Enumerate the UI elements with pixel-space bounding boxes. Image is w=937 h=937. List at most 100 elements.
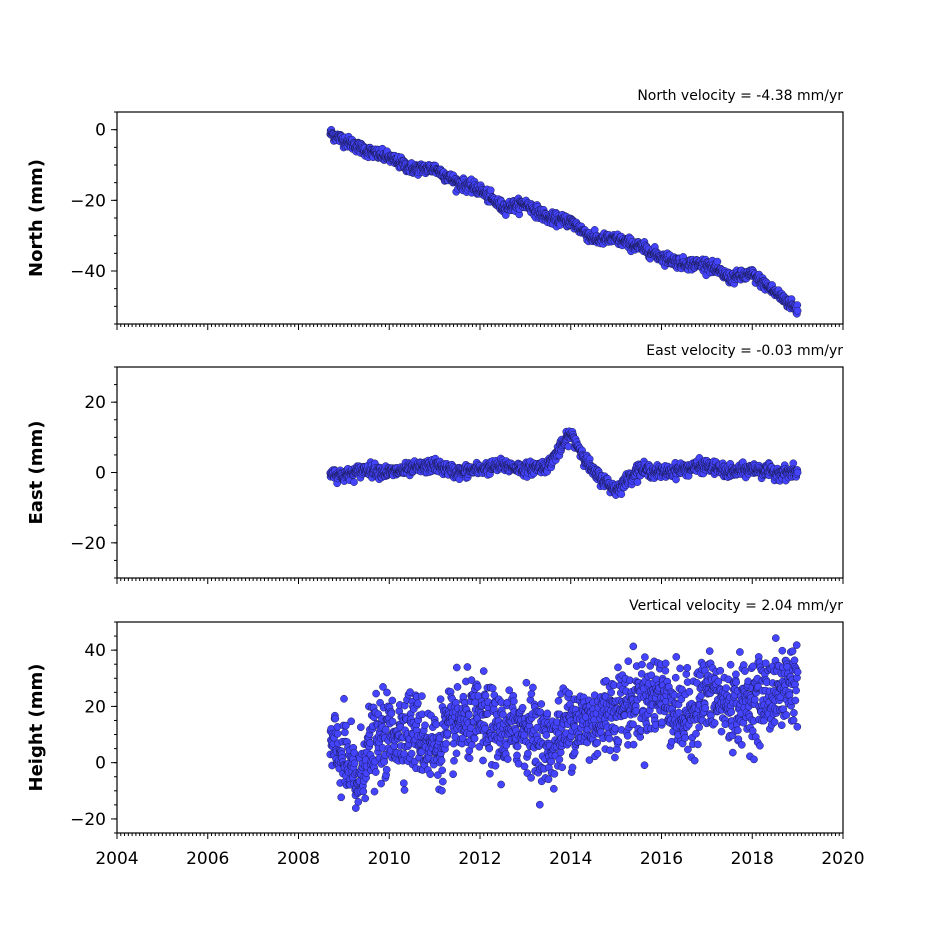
height-data-point <box>449 739 458 748</box>
height-data-point <box>473 682 482 691</box>
height-data-point <box>705 647 714 655</box>
height-data-point <box>537 700 546 708</box>
height-data-point <box>554 696 563 705</box>
height-data-point <box>694 740 702 749</box>
north-axes-frame <box>116 111 844 325</box>
height-data-point <box>510 697 518 706</box>
east-ytick-label: 20 <box>84 393 106 413</box>
east-series <box>326 427 802 499</box>
height-series <box>326 634 802 812</box>
north-velocity-label: North velocity = -4.38 mm/yr <box>637 88 843 104</box>
height-data-point <box>491 761 500 770</box>
height-data-point <box>732 678 741 687</box>
height-data-point <box>518 703 527 712</box>
height-xtick-label: 2020 <box>821 849 864 869</box>
height-data-point <box>513 751 521 760</box>
height-data-point <box>726 660 735 669</box>
height-data-point <box>497 780 505 789</box>
height-data-point <box>426 770 435 779</box>
height-data-point <box>556 748 565 757</box>
height-data-point <box>452 663 461 672</box>
height-data-point <box>681 733 689 742</box>
east-ytick-label: −20 <box>70 534 106 554</box>
height-data-point <box>733 726 742 735</box>
height-data-point <box>382 765 391 774</box>
height-xtick-label: 2016 <box>640 849 683 869</box>
height-data-point <box>790 656 799 665</box>
height-data-point <box>792 641 801 649</box>
height-data-point <box>728 748 737 757</box>
height-data-point <box>671 673 680 682</box>
height-data-point <box>565 689 573 698</box>
height-data-point <box>486 769 494 778</box>
height-data-point <box>777 721 786 730</box>
height-data-point <box>701 704 710 712</box>
height-data-point <box>690 756 699 765</box>
height-data-point <box>488 684 497 693</box>
height-ytick-label: −20 <box>70 810 106 830</box>
height-data-point <box>356 723 365 732</box>
height-data-point <box>676 664 684 673</box>
height-data-point <box>380 757 389 766</box>
height-data-point <box>716 666 725 675</box>
height-data-point <box>527 773 535 782</box>
east-ytick-label: 0 <box>95 464 106 484</box>
north-series <box>326 125 802 318</box>
height-data-point <box>465 754 474 763</box>
height-data-point <box>790 709 798 717</box>
height-data-point <box>661 666 670 675</box>
height-data-point <box>443 729 452 738</box>
north-data-point <box>713 257 722 266</box>
height-data-point <box>370 787 379 796</box>
height-data-point <box>672 653 681 661</box>
height-data-point <box>756 741 764 750</box>
height-data-point <box>751 695 759 704</box>
height-data-point <box>741 667 749 675</box>
height-ytick-label: 0 <box>95 754 106 774</box>
height-data-point <box>399 779 408 788</box>
height-data-point <box>593 738 601 747</box>
height-data-point <box>685 687 694 696</box>
height-data-point <box>470 734 479 743</box>
height-data-point <box>347 717 356 726</box>
height-data-point <box>793 722 802 731</box>
height-data-point <box>788 647 797 656</box>
height-data-point <box>640 761 649 770</box>
height-data-point <box>791 696 800 705</box>
height-data-point <box>544 775 553 784</box>
height-data-point <box>331 714 340 723</box>
east-data-point <box>793 468 802 477</box>
height-data-point <box>792 686 800 695</box>
height-data-point <box>421 721 429 730</box>
height-data-point <box>683 663 692 672</box>
height-data-point <box>543 709 552 718</box>
height-data-point <box>614 737 623 746</box>
height-data-point <box>438 777 447 786</box>
height-data-point <box>383 688 391 697</box>
height-data-point <box>542 731 551 739</box>
height-data-point <box>607 688 616 697</box>
height-data-point <box>624 657 633 666</box>
height-data-point <box>529 683 537 692</box>
height-data-point <box>623 731 632 740</box>
height-data-point <box>549 784 558 793</box>
east-data-point <box>633 478 642 486</box>
height-data-point <box>555 755 564 764</box>
height-data-point <box>522 678 531 687</box>
height-data-point <box>453 683 462 691</box>
height-data-point <box>629 642 638 651</box>
height-data-point <box>770 718 779 726</box>
height-data-point <box>400 786 409 794</box>
north-ylabel: North (mm) <box>26 159 47 277</box>
height-data-point <box>407 749 416 758</box>
height-data-point <box>485 744 494 753</box>
height-data-point <box>438 766 447 775</box>
height-data-point <box>513 742 522 751</box>
height-data-point <box>710 719 719 727</box>
height-data-point <box>736 648 744 656</box>
east-velocity-label: East velocity = -0.03 mm/yr <box>646 343 843 359</box>
north-panel: North velocity = -4.38 mm/yr North (mm) 0 −… <box>26 88 844 330</box>
height-data-point <box>692 729 700 738</box>
height-data-point <box>341 728 349 737</box>
height-data-point <box>359 787 368 796</box>
